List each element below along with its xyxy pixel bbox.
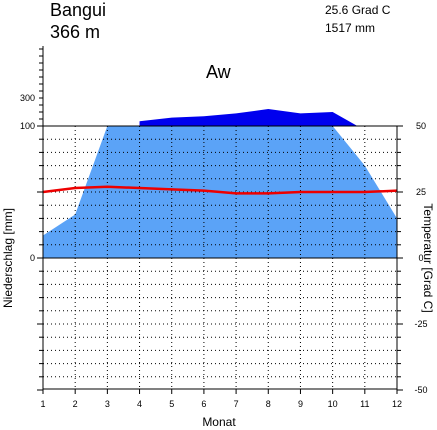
x-tick-label: 4 bbox=[137, 399, 142, 409]
x-axis-label: Monat bbox=[202, 415, 236, 429]
y-axis-label-right: Temperatur [Grad C] bbox=[421, 203, 435, 312]
climate-class: Aw bbox=[206, 62, 232, 82]
x-tick-label: 6 bbox=[201, 399, 206, 409]
right-tick-label: 50 bbox=[416, 121, 426, 131]
temperature-line bbox=[42, 185, 398, 195]
right-tick-label: -50 bbox=[414, 385, 427, 395]
perhumid-area bbox=[139, 109, 358, 126]
station-elevation: 366 m bbox=[50, 22, 100, 42]
x-tick-label: 10 bbox=[328, 399, 338, 409]
x-tick-label: 9 bbox=[298, 399, 303, 409]
left-tick-label: 100 bbox=[20, 121, 35, 131]
left-tick-label: 300 bbox=[20, 93, 35, 103]
y-axis-label-left: Niederschlag [mm] bbox=[1, 208, 15, 308]
x-tick-label: 1 bbox=[40, 399, 45, 409]
x-tick-label: 12 bbox=[392, 399, 402, 409]
precipitation-area bbox=[43, 109, 397, 258]
left-tick-label: 0 bbox=[30, 253, 35, 263]
temperature-curve bbox=[42, 185, 398, 195]
right-tick-label: 0 bbox=[418, 253, 423, 263]
x-tick-label: 3 bbox=[105, 399, 110, 409]
x-tick-label: 2 bbox=[73, 399, 78, 409]
annual-precipitation: 1517 mm bbox=[325, 21, 375, 35]
mean-temperature: 25.6 Grad C bbox=[325, 3, 391, 17]
x-tick-label: 7 bbox=[234, 399, 239, 409]
x-tick-label: 5 bbox=[169, 399, 174, 409]
station-name: Bangui bbox=[50, 0, 106, 20]
x-tick-label: 8 bbox=[266, 399, 271, 409]
right-tick-label: -25 bbox=[414, 319, 427, 329]
right-tick-label: 25 bbox=[416, 187, 426, 197]
x-tick-label: 11 bbox=[360, 399, 369, 409]
